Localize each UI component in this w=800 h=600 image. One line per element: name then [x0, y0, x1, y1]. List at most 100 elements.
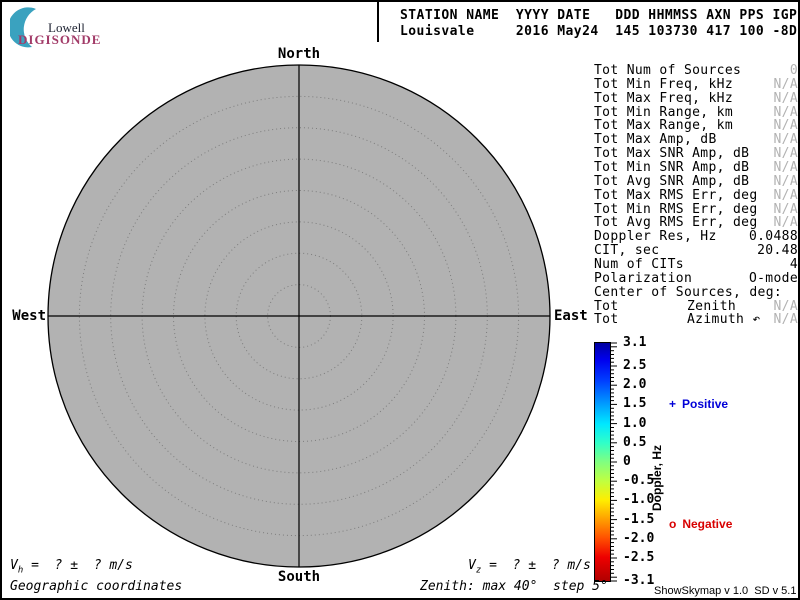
stat-value: 4 — [789, 257, 798, 273]
stat-label: Tot — [594, 312, 619, 328]
header-station-values: Louisvale 2016 May24 145 103730 417 100 … — [400, 24, 798, 39]
vz-sub: z — [475, 565, 482, 576]
colorbar-tick-label: -2.5 — [623, 550, 655, 565]
stat-value: N/A — [773, 146, 798, 162]
colorbar-axis-label: Doppler, Hz — [650, 445, 664, 512]
coordinates-note: Geographic coordinates — [10, 579, 183, 594]
colorbar-tick-label: 2.5 — [623, 358, 647, 373]
stat-mid-label: Zenith — [687, 298, 737, 314]
stat-label: Tot Min Freq, kHz — [594, 76, 734, 92]
vh-value: = ? ± ? m/s — [23, 558, 133, 573]
colorbar-tick-label: -0.5 — [623, 473, 655, 488]
horizontal-velocity-readout: Vh = ? ± ? m/s — [10, 558, 133, 576]
stat-row: Tot Num of Sources 0 — [594, 64, 798, 78]
stat-label: Center of Sources, deg: — [594, 284, 783, 300]
stat-value: O-mode — [748, 270, 798, 286]
colorbar-tick-label: 0 — [623, 454, 631, 469]
stat-label: CIT, sec — [594, 243, 660, 259]
header-divider — [377, 2, 379, 42]
stat-label: Num of CITs — [594, 257, 684, 273]
statistics-panel: Tot Num of Sources 0 Tot Min Freq, kHz N/A… — [594, 64, 798, 327]
stat-value: N/A — [773, 90, 798, 106]
logo-lowell-text: Lowell — [48, 20, 85, 35]
stat-row: Tot Max Freq, kHz N/A — [594, 90, 798, 106]
stat-label: Tot Max SNR Amp, dB — [594, 146, 750, 162]
stat-value: N/A — [773, 187, 798, 203]
stat-label: Tot Min RMS Err, deg — [594, 201, 758, 217]
compass-south-label: South — [277, 569, 321, 585]
stat-value: N/A — [773, 173, 798, 189]
stat-label: Tot Min SNR Amp, dB — [594, 160, 750, 176]
stat-row: Tot Avg SNR Amp, dB N/A — [594, 175, 798, 189]
vh-sub: h — [17, 565, 24, 576]
stat-label: Tot Num of Sources — [594, 63, 742, 78]
stat-label: Tot Avg RMS Err, deg — [594, 215, 758, 231]
doppler-colorbar — [594, 342, 611, 582]
stat-value: N/A — [773, 132, 798, 148]
stat-value: N/A — [773, 201, 798, 217]
stat-value: N/A — [773, 215, 798, 231]
stat-row: Tot Max SNR Amp, dB N/A — [594, 147, 798, 161]
vz-var: V — [468, 558, 476, 573]
zenith-range-note: Zenith: max 40° step 5° — [420, 579, 608, 594]
version-text: ShowSkymap v 1.0 SD v 5.1 — [654, 585, 797, 597]
stat-row: Tot Min Range, km N/A — [594, 104, 798, 120]
stat-row: Tot Min Freq, kHz N/A — [594, 76, 798, 92]
stat-value: N/A — [773, 312, 798, 328]
compass-west-label: West — [12, 308, 46, 324]
stat-mid-label: Azimuth ↶ — [687, 312, 761, 328]
logo-digisonde-text: DIGISONDE — [18, 32, 102, 47]
stat-label: Tot Max RMS Err, deg — [594, 187, 758, 203]
digisonde-crescent-icon — [10, 7, 36, 48]
stat-row: Doppler Res, Hz 0.0488 — [594, 230, 798, 244]
colorbar-tick-label: -2.0 — [623, 531, 655, 546]
colorbar-tick-label: 2.0 — [623, 377, 647, 392]
stat-row: CIT, sec 20.48 — [594, 244, 798, 258]
stat-row: Tot Max Range, km N/A — [594, 119, 798, 133]
positive-doppler-legend: + Positive — [669, 397, 728, 411]
colorbar-tick-label: -3.1 — [623, 573, 655, 588]
compass-north-label: North — [277, 46, 321, 62]
colorbar-tick-label: 0.5 — [623, 435, 647, 450]
negative-legend-label: Negative — [682, 517, 733, 531]
positive-legend-label: Positive — [682, 397, 729, 411]
stat-label: Tot — [594, 298, 619, 314]
plus-marker-icon: + — [669, 397, 677, 411]
stat-label: Tot Avg SNR Amp, dB — [594, 173, 750, 189]
stat-label: Polarization — [594, 270, 693, 286]
compass-east-label: East — [554, 308, 588, 324]
stat-value: N/A — [773, 298, 798, 314]
stat-row: Center of Sources, deg: — [594, 284, 798, 300]
stat-row: Tot Min SNR Amp, dB N/A — [594, 161, 798, 175]
stat-label: Tot Max Freq, kHz — [594, 90, 734, 106]
stat-value: N/A — [773, 76, 798, 92]
stat-value: 20.48 — [757, 243, 798, 259]
circle-marker-icon: o — [669, 517, 677, 531]
stat-label: Tot Min Range, km — [594, 104, 734, 120]
colorbar-tick-label: 1.0 — [623, 416, 647, 431]
stat-row: Tot Azimuth ↶ N/A — [594, 313, 798, 327]
stat-row: Tot Avg RMS Err, deg N/A — [594, 216, 798, 230]
colorbar-tick-label: 3.1 — [623, 335, 647, 350]
stat-row: Polarization O-mode — [594, 272, 798, 286]
stat-label: Tot Max Amp, dB — [594, 132, 717, 148]
stat-row: Num of CITs 4 — [594, 258, 798, 272]
stat-value: N/A — [773, 104, 798, 120]
colorbar-ticks — [610, 342, 617, 582]
negative-doppler-legend: o Negative — [669, 517, 732, 531]
header-column-titles: STATION NAME YYYY DATE DDD HHMMSS AXN PP… — [400, 8, 798, 23]
vertical-velocity-readout: Vz = ? ± ? m/s — [468, 558, 591, 576]
colorbar-tick-label: -1.5 — [623, 512, 655, 527]
stat-row: Tot Min RMS Err, deg N/A — [594, 201, 798, 217]
stat-value: N/A — [773, 160, 798, 176]
stat-label: Tot Max Range, km — [594, 118, 734, 134]
vh-var: V — [10, 558, 18, 573]
stat-row: Tot Zenith N/A — [594, 298, 798, 314]
colorbar-tick-label: 1.5 — [623, 396, 647, 411]
stat-value: N/A — [773, 118, 798, 134]
stat-label: Doppler Res, Hz — [594, 229, 717, 245]
stat-row: Tot Max Amp, dB N/A — [594, 133, 798, 147]
colorbar-tick-label: -1.0 — [623, 492, 655, 507]
